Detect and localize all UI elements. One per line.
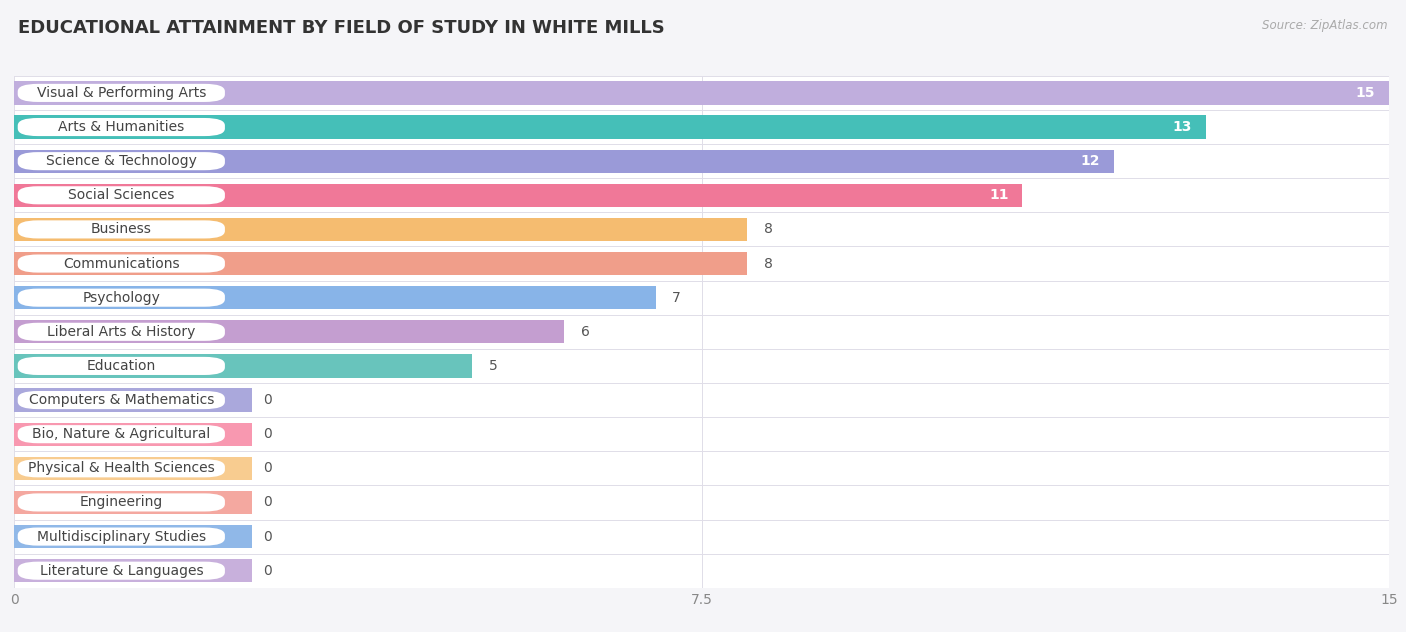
- FancyBboxPatch shape: [18, 562, 225, 580]
- Text: 0: 0: [263, 530, 273, 544]
- Bar: [14, 246, 1389, 281]
- Bar: [14, 451, 1389, 485]
- Text: 12: 12: [1081, 154, 1101, 168]
- FancyBboxPatch shape: [18, 323, 225, 341]
- Bar: [14, 320, 564, 343]
- Bar: [14, 110, 1389, 144]
- Bar: [14, 559, 253, 582]
- Text: 8: 8: [763, 222, 773, 236]
- Text: Visual & Performing Arts: Visual & Performing Arts: [37, 86, 207, 100]
- Text: Arts & Humanities: Arts & Humanities: [58, 120, 184, 134]
- Bar: [14, 76, 1389, 110]
- Text: Source: ZipAtlas.com: Source: ZipAtlas.com: [1263, 19, 1388, 32]
- Bar: [14, 212, 1389, 246]
- Text: Science & Technology: Science & Technology: [46, 154, 197, 168]
- FancyBboxPatch shape: [18, 186, 225, 204]
- Text: Bio, Nature & Agricultural: Bio, Nature & Agricultural: [32, 427, 211, 441]
- Bar: [14, 525, 253, 548]
- Bar: [14, 520, 1389, 554]
- Bar: [14, 116, 1206, 138]
- Text: 13: 13: [1173, 120, 1192, 134]
- Text: 0: 0: [263, 393, 273, 407]
- Bar: [14, 383, 1389, 417]
- Text: Business: Business: [91, 222, 152, 236]
- Text: 7: 7: [672, 291, 681, 305]
- Text: Education: Education: [87, 359, 156, 373]
- Bar: [14, 554, 1389, 588]
- Bar: [14, 252, 748, 275]
- FancyBboxPatch shape: [18, 391, 225, 409]
- Bar: [14, 184, 1022, 207]
- Bar: [14, 82, 1389, 104]
- FancyBboxPatch shape: [18, 357, 225, 375]
- Text: 11: 11: [990, 188, 1008, 202]
- Text: Liberal Arts & History: Liberal Arts & History: [48, 325, 195, 339]
- Bar: [14, 485, 1389, 520]
- Bar: [14, 315, 1389, 349]
- FancyBboxPatch shape: [18, 425, 225, 443]
- FancyBboxPatch shape: [18, 84, 225, 102]
- Bar: [14, 423, 253, 446]
- FancyBboxPatch shape: [18, 221, 225, 238]
- Bar: [14, 144, 1389, 178]
- Text: Psychology: Psychology: [83, 291, 160, 305]
- Bar: [14, 417, 1389, 451]
- Text: Physical & Health Sciences: Physical & Health Sciences: [28, 461, 215, 475]
- Text: Social Sciences: Social Sciences: [67, 188, 174, 202]
- Text: 15: 15: [1355, 86, 1375, 100]
- Bar: [14, 457, 253, 480]
- Text: Multidisciplinary Studies: Multidisciplinary Studies: [37, 530, 205, 544]
- Text: 6: 6: [581, 325, 589, 339]
- Text: Computers & Mathematics: Computers & Mathematics: [28, 393, 214, 407]
- Bar: [14, 286, 655, 309]
- Text: Engineering: Engineering: [80, 495, 163, 509]
- Text: EDUCATIONAL ATTAINMENT BY FIELD OF STUDY IN WHITE MILLS: EDUCATIONAL ATTAINMENT BY FIELD OF STUDY…: [18, 19, 665, 37]
- Text: Literature & Languages: Literature & Languages: [39, 564, 202, 578]
- Bar: [14, 355, 472, 377]
- Bar: [14, 349, 1389, 383]
- FancyBboxPatch shape: [18, 255, 225, 272]
- Text: 0: 0: [263, 495, 273, 509]
- Bar: [14, 218, 748, 241]
- FancyBboxPatch shape: [18, 152, 225, 170]
- FancyBboxPatch shape: [18, 289, 225, 307]
- Text: 5: 5: [489, 359, 498, 373]
- Text: 8: 8: [763, 257, 773, 270]
- Text: Communications: Communications: [63, 257, 180, 270]
- FancyBboxPatch shape: [18, 494, 225, 511]
- Bar: [14, 281, 1389, 315]
- Bar: [14, 491, 253, 514]
- Text: 0: 0: [263, 427, 273, 441]
- Bar: [14, 178, 1389, 212]
- FancyBboxPatch shape: [18, 118, 225, 136]
- Text: 0: 0: [263, 461, 273, 475]
- FancyBboxPatch shape: [18, 459, 225, 477]
- Bar: [14, 150, 1114, 173]
- Text: 0: 0: [263, 564, 273, 578]
- Bar: [14, 389, 253, 411]
- FancyBboxPatch shape: [18, 528, 225, 545]
